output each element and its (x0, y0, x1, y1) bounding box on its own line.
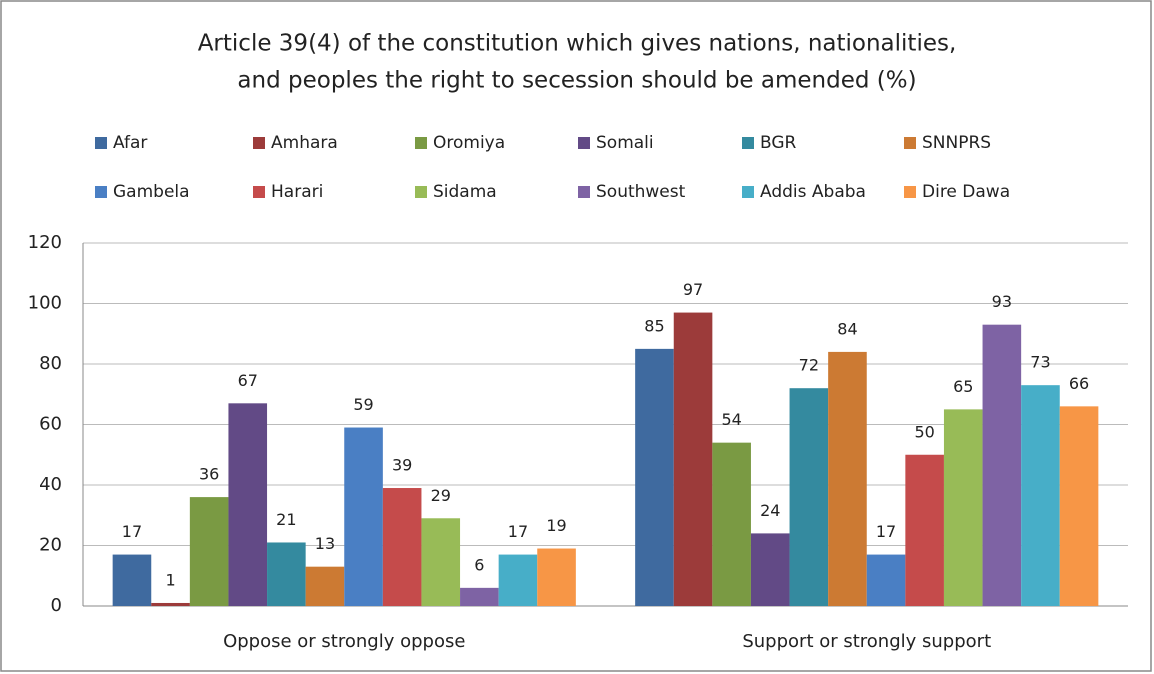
value-label: 1 (165, 570, 175, 589)
legend-swatch (253, 186, 265, 198)
bar (673, 312, 713, 606)
bar (1021, 385, 1060, 606)
legend-swatch (578, 186, 590, 198)
legend-swatch (904, 137, 916, 149)
value-label: 73 (1030, 353, 1050, 372)
value-label: 21 (276, 510, 296, 529)
value-label: 24 (760, 501, 780, 520)
legend-label: BGR (760, 133, 797, 153)
value-label: 72 (799, 356, 819, 375)
bar (189, 497, 229, 606)
y-tick-label: 20 (39, 535, 62, 556)
bar (789, 388, 829, 606)
legend-swatch (742, 137, 754, 149)
bar (537, 548, 576, 606)
bar (112, 554, 152, 606)
bar (382, 488, 422, 606)
y-tick-label: 40 (39, 474, 62, 495)
y-tick-label: 0 (51, 595, 62, 616)
legend-swatch (578, 137, 590, 149)
legend-label: Dire Dawa (922, 182, 1010, 202)
bar (421, 518, 461, 606)
legend-label: Sidama (433, 182, 497, 202)
value-label: 36 (199, 465, 219, 484)
y-tick-label: 80 (39, 353, 62, 374)
value-label: 19 (546, 516, 566, 535)
legend-swatch (95, 137, 107, 149)
value-label: 54 (721, 410, 741, 429)
x-tick-label: Oppose or strongly oppose (223, 631, 465, 652)
legend-swatch (95, 186, 107, 198)
bar (1059, 406, 1099, 606)
value-label: 59 (353, 395, 373, 414)
legend-label: Somali (596, 133, 654, 153)
chart-title: and peoples the right to secession shoul… (237, 68, 916, 94)
legend-label: Amhara (271, 133, 338, 153)
x-tick-label: Support or strongly support (742, 631, 991, 652)
legend-swatch (742, 186, 754, 198)
legend-label: Afar (113, 133, 147, 153)
bar (498, 554, 538, 606)
legend-label: SNNPRS (922, 133, 991, 153)
y-tick-label: 100 (28, 293, 62, 314)
bar (750, 533, 790, 606)
bar (305, 566, 345, 606)
legend-label: Addis Ababa (760, 182, 866, 202)
value-label: 65 (953, 377, 973, 396)
value-label: 85 (644, 316, 664, 335)
legend-label: Gambela (113, 182, 190, 202)
bar (635, 348, 674, 606)
legend-label: Harari (271, 182, 323, 202)
value-label: 50 (914, 422, 934, 441)
y-tick-label: 120 (28, 232, 62, 253)
legend-swatch (904, 186, 916, 198)
bar (344, 427, 383, 606)
value-label: 17 (122, 522, 142, 541)
bar (943, 409, 983, 606)
value-label: 66 (1069, 374, 1089, 393)
bar (828, 351, 867, 606)
bar (267, 542, 306, 606)
value-label: 39 (392, 456, 412, 475)
bar (460, 587, 499, 606)
value-label: 93 (992, 292, 1012, 311)
value-label: 29 (431, 486, 451, 505)
bar (982, 324, 1022, 606)
bar (905, 454, 944, 606)
bar (151, 602, 190, 606)
value-label: 17 (876, 522, 896, 541)
y-tick-label: 60 (39, 414, 62, 435)
value-label: 97 (683, 280, 703, 299)
value-label: 6 (474, 555, 484, 574)
legend-swatch (415, 137, 427, 149)
legend-label: Southwest (596, 182, 686, 202)
bar (712, 442, 751, 606)
legend-swatch (415, 186, 427, 198)
bar (866, 554, 906, 606)
bar (228, 403, 268, 606)
value-label: 17 (508, 522, 528, 541)
value-label: 13 (315, 534, 335, 553)
chart-title: Article 39(4) of the constitution which … (198, 31, 957, 57)
legend-swatch (253, 137, 265, 149)
value-label: 84 (837, 319, 857, 338)
value-label: 67 (238, 371, 258, 390)
legend-label: Oromiya (433, 133, 505, 153)
